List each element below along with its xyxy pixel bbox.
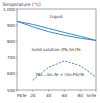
y-tick-label: 600 bbox=[7, 71, 15, 76]
x-tick bbox=[96, 90, 97, 92]
y-tick-label: 700 bbox=[7, 55, 15, 60]
y-tick bbox=[16, 57, 18, 58]
x-tick bbox=[17, 90, 18, 92]
y-tick-label: 800 bbox=[7, 39, 15, 44]
y-tick bbox=[16, 41, 18, 42]
y-axis-label: Temperature (°C) bbox=[1, 2, 41, 7]
x-tick bbox=[64, 90, 65, 92]
x-tick-label: 80 bbox=[78, 93, 84, 98]
y-tick bbox=[16, 25, 18, 26]
series-group bbox=[17, 21, 96, 80]
chart: 500 600 700 800 900 1,000 PbTe20 40 60 80SnTe Temp… bbox=[0, 0, 100, 103]
y-tick bbox=[16, 9, 18, 10]
x-tick-label: SnTe bbox=[86, 93, 96, 98]
annotation: Pb₁₋ₓSnₓTe + (Sn,Pb)Te bbox=[36, 72, 85, 77]
plot-frame bbox=[17, 9, 96, 90]
x-tick-label: 20 bbox=[30, 93, 36, 98]
series-line bbox=[33, 61, 96, 80]
x-tick-label: 40 bbox=[46, 93, 52, 98]
y-tick-label: 900 bbox=[7, 23, 15, 28]
y-tick bbox=[16, 90, 18, 91]
series-line bbox=[17, 21, 96, 40]
y-tick-label: 1,000 bbox=[3, 7, 15, 12]
annotation: Liquid bbox=[50, 14, 63, 19]
x-tick bbox=[32, 90, 33, 92]
y-tick bbox=[16, 73, 18, 74]
x-tick bbox=[48, 90, 49, 92]
x-tick-label: PbTe bbox=[17, 93, 27, 98]
annotation: Solid solution (Pb,Sn)Te bbox=[32, 47, 81, 52]
x-tick bbox=[80, 90, 81, 92]
series-line bbox=[17, 21, 96, 40]
x-tick-label: 60 bbox=[62, 93, 68, 98]
y-tick-label: 500 bbox=[7, 88, 15, 93]
